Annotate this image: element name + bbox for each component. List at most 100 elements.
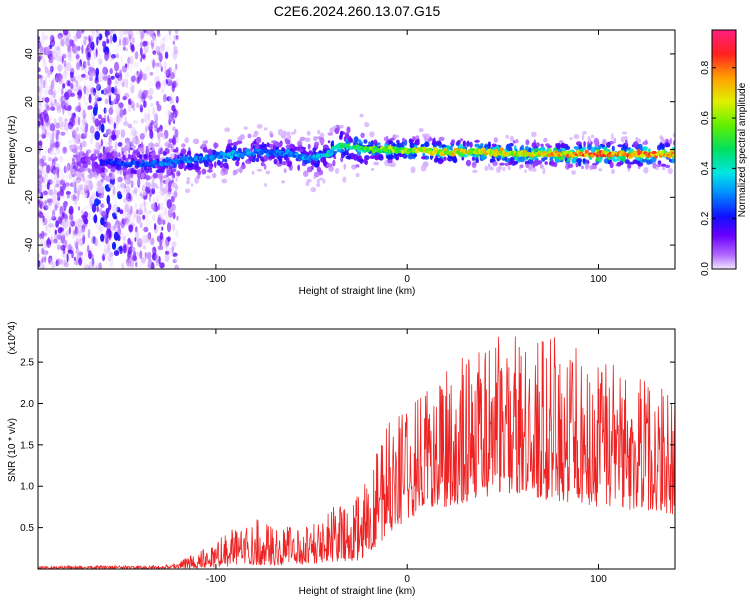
heatmap-cell xyxy=(38,74,42,79)
heatmap-cell xyxy=(135,102,140,109)
heatmap-cell xyxy=(656,164,662,168)
heatmap-cell xyxy=(64,69,67,75)
heatmap-cell xyxy=(47,236,50,246)
heatmap-cell xyxy=(589,164,594,171)
heatmap-cell xyxy=(109,30,114,35)
heatmap-cell xyxy=(43,250,49,256)
heatmap-cell xyxy=(173,113,176,122)
heatmap-cell xyxy=(113,250,120,256)
heatmap-cell xyxy=(94,161,99,168)
heatmap-cell xyxy=(175,63,178,70)
heatmap-cell xyxy=(159,202,164,211)
heatmap-cell xyxy=(93,149,100,155)
heatmap-cell xyxy=(63,232,70,237)
heatmap-cell xyxy=(38,189,42,196)
heatmap-cell xyxy=(316,178,320,186)
heatmap-cell xyxy=(130,196,135,203)
heatmap-cell xyxy=(89,172,93,178)
heatmap-cell xyxy=(138,193,141,203)
heatmap-cell xyxy=(95,47,98,58)
heatmap-ridge-cell xyxy=(667,154,672,159)
heatmap-cell xyxy=(48,228,51,234)
heatmap-cell xyxy=(42,215,45,223)
heatmap-cell xyxy=(74,198,78,206)
heatmap-cell xyxy=(89,30,94,37)
heatmap-cell xyxy=(175,35,179,40)
heatmap-cell xyxy=(38,211,44,219)
heatmap-cell xyxy=(163,61,167,70)
heatmap-cell xyxy=(43,204,49,211)
heatmap-cell xyxy=(669,159,672,163)
heatmap-cell xyxy=(103,210,107,221)
heatmap-cell xyxy=(173,190,178,198)
heatmap-cell xyxy=(161,42,166,51)
heatmap-ridge-cell xyxy=(451,152,456,157)
heatmap-cell xyxy=(184,137,190,144)
heatmap-cell xyxy=(125,189,129,199)
heatmap-cell xyxy=(672,155,675,159)
heatmap-cell xyxy=(502,166,506,172)
heatmap-cell xyxy=(128,59,132,65)
heatmap-cell xyxy=(80,210,84,215)
heatmap-cell xyxy=(116,105,120,110)
heatmap-cell xyxy=(98,72,104,83)
heatmap-cell xyxy=(128,224,134,233)
heatmap-cell xyxy=(72,182,76,192)
heatmap-cell xyxy=(119,30,125,37)
heatmap-cell xyxy=(154,223,157,230)
heatmap-cell xyxy=(525,164,529,168)
heatmap-cell xyxy=(56,129,60,135)
heatmap-cell xyxy=(148,122,153,133)
heatmap-cell xyxy=(118,152,121,158)
heatmap-cell xyxy=(84,61,88,69)
heatmap-cell xyxy=(410,166,416,174)
heatmap-cell xyxy=(124,179,129,184)
heatmap-cell xyxy=(147,121,151,127)
heatmap-cell xyxy=(120,115,125,122)
heatmap-cell xyxy=(164,253,170,262)
heatmap-cell xyxy=(186,177,190,181)
heatmap-cell xyxy=(58,116,63,122)
heatmap-cell xyxy=(38,162,43,172)
heatmap-cell xyxy=(62,174,68,182)
heatmap-cell xyxy=(575,162,579,168)
heatmap-cell xyxy=(38,80,42,87)
heatmap-cell xyxy=(87,168,91,173)
heatmap-cell xyxy=(177,172,181,176)
heatmap-cell xyxy=(299,136,306,141)
heatmap-cell xyxy=(52,131,54,142)
heatmap-cell xyxy=(152,147,155,151)
heatmap-cell xyxy=(119,108,124,119)
heatmap-cell xyxy=(386,135,389,141)
heatmap-cell xyxy=(129,205,133,215)
heatmap-cell xyxy=(73,181,75,189)
heatmap-cell xyxy=(143,112,149,119)
heatmap-cell xyxy=(571,157,577,164)
heatmap-cell xyxy=(314,141,320,147)
heatmap-cell xyxy=(542,167,546,175)
heatmap-cell xyxy=(611,168,615,175)
heatmap-cell xyxy=(505,143,511,151)
heatmap-cell xyxy=(322,159,327,167)
heatmap-cell xyxy=(611,145,615,152)
heatmap-cell xyxy=(310,165,314,171)
heatmap-cell xyxy=(93,214,98,224)
heatmap-cell xyxy=(609,161,614,169)
heatmap-cell xyxy=(41,97,45,102)
heatmap-cell xyxy=(92,115,96,124)
heatmap-cell xyxy=(38,48,41,55)
heatmap-cell xyxy=(100,123,105,133)
heatmap-cell xyxy=(102,75,109,81)
heatmap-cell xyxy=(102,253,106,262)
heatmap-cell xyxy=(423,135,428,142)
heatmap-cell xyxy=(112,197,118,207)
heatmap-cell xyxy=(59,57,61,63)
heatmap-cell xyxy=(130,96,135,102)
heatmap-cell xyxy=(258,144,264,148)
heatmap-cell xyxy=(60,38,65,47)
heatmap-cell xyxy=(357,139,362,143)
heatmap-cell xyxy=(155,169,162,174)
heatmap-cell xyxy=(164,197,167,203)
heatmap-cell xyxy=(62,183,66,190)
heatmap-cell xyxy=(52,100,58,107)
